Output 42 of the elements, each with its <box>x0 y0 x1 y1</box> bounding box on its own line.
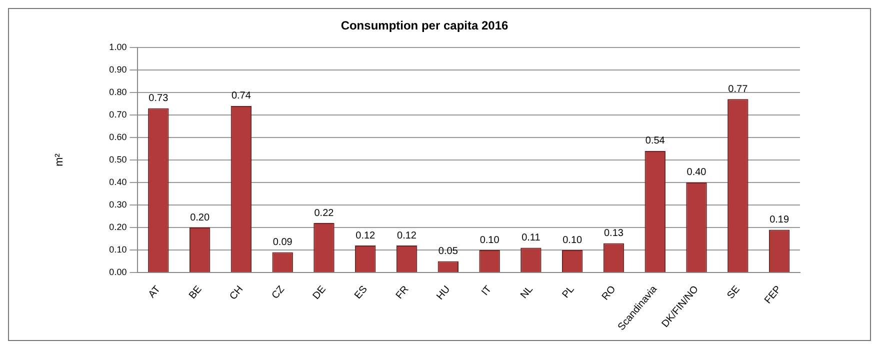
data-label: 0.05 <box>438 246 458 258</box>
x-tick-label: CH <box>228 284 246 302</box>
data-label: 0.73 <box>148 92 169 104</box>
chart-title: Consumption per capita 2016 <box>340 18 509 33</box>
data-label: 0.10 <box>562 234 583 246</box>
y-tick-label: 0.40 <box>109 176 127 187</box>
y-tick-label: 0.10 <box>109 244 127 255</box>
data-label: 0.12 <box>397 230 417 242</box>
y-tick-label: 0.00 <box>109 267 127 278</box>
y-tick-label: 0.50 <box>109 154 127 164</box>
data-label: 0.09 <box>272 237 293 248</box>
y-tick-label: 1.00 <box>109 42 127 52</box>
data-label: 0.54 <box>645 136 666 147</box>
x-tick-label: RO <box>600 284 618 303</box>
y-axis-title: m² <box>54 153 66 166</box>
data-label: 0.77 <box>728 84 748 95</box>
x-tick-label: ES <box>352 284 370 302</box>
data-label: 0.22 <box>314 208 334 219</box>
x-tick-label: CZ <box>270 284 287 302</box>
x-tick-label: FR <box>394 284 412 302</box>
data-label: 0.40 <box>686 167 707 178</box>
x-tick-label: SE <box>725 284 743 302</box>
y-tick-label: 0.80 <box>109 86 127 97</box>
data-label: 0.11 <box>522 232 541 244</box>
x-tick-label: HU <box>434 284 453 302</box>
data-label: 0.74 <box>231 90 252 102</box>
x-tick-label: BE <box>187 284 204 302</box>
data-label: 0.19 <box>770 214 790 226</box>
x-tick-label: DE <box>311 284 329 302</box>
y-tick-label: 0.70 <box>109 109 127 120</box>
y-tick-label: 0.90 <box>109 64 127 74</box>
x-tick-label: NL <box>518 284 536 301</box>
y-tick-label: 0.30 <box>109 199 127 210</box>
y-tick-label: 0.20 <box>109 222 127 232</box>
y-tick-label: 0.60 <box>109 132 127 142</box>
data-label: 0.10 <box>480 234 500 246</box>
x-tick-label: PL <box>560 284 578 300</box>
x-tick-label: IT <box>480 284 494 298</box>
data-label: 0.20 <box>190 212 210 224</box>
data-label: 0.12 <box>356 230 376 242</box>
x-tick-label: AT <box>146 284 163 300</box>
data-label: 0.13 <box>604 228 624 240</box>
